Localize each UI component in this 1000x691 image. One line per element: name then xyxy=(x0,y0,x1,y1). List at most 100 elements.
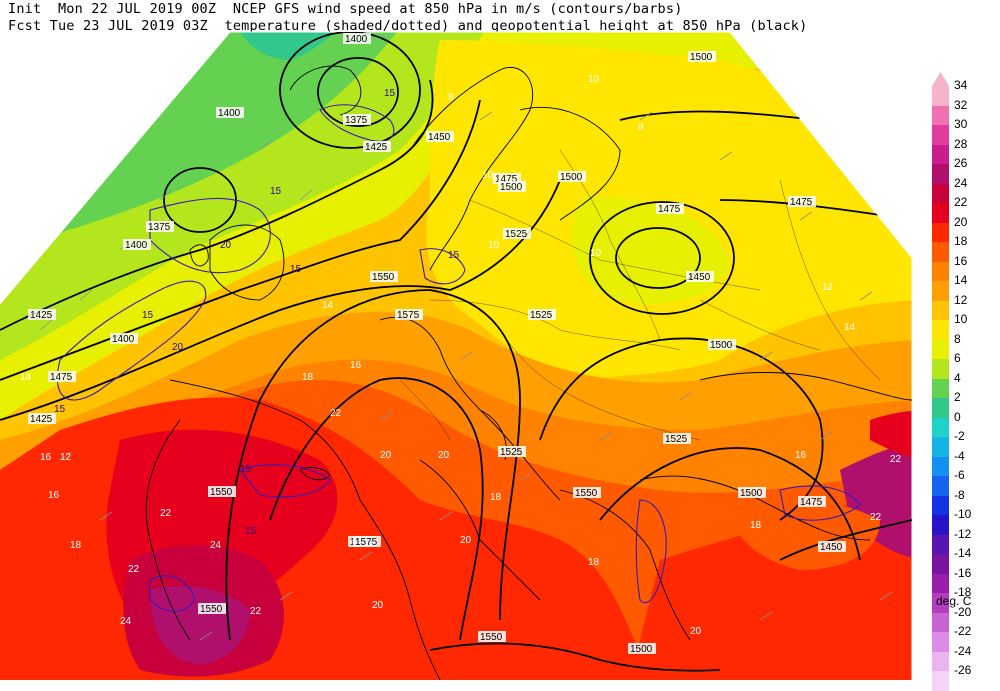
colorbar-label: 10 xyxy=(954,312,968,326)
colorbar-level: -18 xyxy=(932,585,992,613)
height-contour-label: 1500 xyxy=(710,340,733,351)
height-label-bg xyxy=(573,487,601,498)
temperature-label: 20 xyxy=(690,626,702,637)
temperature-label: 10 xyxy=(588,74,600,85)
colorbar-swatch xyxy=(932,242,949,262)
height-contour-label: 1500 xyxy=(500,182,523,193)
colorbar-level: 4 xyxy=(932,371,992,398)
temperature-label: 16 xyxy=(48,490,60,501)
temperature-label: 20 xyxy=(460,535,472,546)
height-label-bg xyxy=(48,371,76,382)
temperature-label: 20 xyxy=(380,450,392,461)
height-label-bg xyxy=(343,114,371,125)
height-contour-label: 1400 xyxy=(125,240,148,251)
colorbar-label: 4 xyxy=(954,370,961,385)
colorbar-level: -14 xyxy=(932,546,992,574)
colorbar-level: -6 xyxy=(932,468,992,496)
height-contour-label: 1525 xyxy=(500,447,523,458)
height-contour-label: 1475 xyxy=(658,204,681,215)
colorbar-swatch xyxy=(932,534,949,554)
colorbar-label: 18 xyxy=(954,234,968,248)
temperature-shading xyxy=(0,32,912,680)
wind-speed-label: 15 xyxy=(54,404,66,415)
colorbar-swatch xyxy=(932,86,949,106)
wind-speed-label: 15 xyxy=(270,186,282,197)
colorbar-level: 30 xyxy=(932,117,992,145)
temperature-label: 22 xyxy=(160,508,172,519)
temperature-label: 22 xyxy=(330,408,342,419)
colorbar-label: -6 xyxy=(954,468,965,482)
header-init-line: Init Mon 22 JUL 2019 00Z NCEP GFS wind s… xyxy=(8,1,683,17)
height-label-bg xyxy=(478,631,506,642)
temperature-label: 10 xyxy=(488,240,500,251)
colorbar-swatch xyxy=(932,593,949,613)
temperature-labels: 8 10 8 10 10 10 12 14 14 16 18 20 22 20 22 22 24 22 20 18 20… xyxy=(20,74,902,637)
colorbar-level: 24 xyxy=(932,176,992,203)
colorbar-label: -10 xyxy=(954,507,972,521)
colorbar-label: -16 xyxy=(954,565,972,580)
colorbar-level: -22 xyxy=(932,624,992,652)
height-contour-label: 1400 xyxy=(218,108,241,119)
height-contour-label: 1400 xyxy=(112,334,135,345)
temperature-label: 12 xyxy=(60,452,72,463)
height-contour-label: 1550 xyxy=(210,487,233,498)
colorbar-swatch xyxy=(932,320,949,340)
colorbar-level: 12 xyxy=(932,293,992,320)
colorbar-level: -4 xyxy=(932,449,992,476)
temperature-label: 14 xyxy=(322,300,334,311)
colorbar-label: 22 xyxy=(954,195,968,209)
colorbar-level: 18 xyxy=(932,234,992,262)
colorbar-level: 10 xyxy=(932,312,992,340)
height-contour-label: 1525 xyxy=(505,229,528,240)
colorbar-swatch xyxy=(932,456,949,476)
temperature-label: 12 xyxy=(822,282,834,293)
temperature-label: 22 xyxy=(128,564,140,575)
temperature-label: 16 xyxy=(40,452,52,463)
height-label-bg xyxy=(426,131,454,142)
colorbar-swatch xyxy=(932,554,949,574)
temperature-label: 16 xyxy=(350,360,362,371)
height-label-bg xyxy=(395,309,423,320)
height-contour-label: 1525 xyxy=(665,434,688,445)
colorbar-level: 32 xyxy=(932,98,992,125)
temperature-label: 22 xyxy=(250,606,262,617)
coastlines xyxy=(145,65,912,680)
colorbar-level: 34 xyxy=(932,78,992,106)
height-contour-label: 1375 xyxy=(345,115,368,126)
colorbar-level: 26 xyxy=(932,156,992,184)
colorbar-label: -14 xyxy=(954,546,972,560)
colorbar-level: -16 xyxy=(932,566,992,593)
wind-speed-label: 15 xyxy=(384,88,396,99)
height-label-bg xyxy=(498,181,526,192)
colorbar-level: -12 xyxy=(932,527,992,554)
colorbar-label: -4 xyxy=(954,448,965,463)
temperature-label: 18 xyxy=(302,372,314,383)
colorbar-level: 0 xyxy=(932,410,992,437)
colorbar-level: 2 xyxy=(932,390,992,418)
colorbar-swatch xyxy=(932,495,949,515)
height-contour-label: 1550 xyxy=(480,632,503,643)
colorbar-level: 6 xyxy=(932,351,992,379)
height-label-bg xyxy=(686,271,714,282)
header-forecast-line: Fcst Tue 23 JUL 2019 03Z temperature (sh… xyxy=(8,18,808,34)
temperature-label: 20 xyxy=(438,450,450,461)
height-contour-label: 1500 xyxy=(740,488,763,499)
height-label-bg xyxy=(493,173,521,184)
height-contour-label: 1450 xyxy=(820,542,843,553)
height-contour-label: 1475 xyxy=(790,197,813,208)
wind-speed-label: 20 xyxy=(220,240,232,251)
colorbar-swatch xyxy=(932,300,949,320)
temperature-label: 8 xyxy=(448,92,454,103)
colorbar-swatch xyxy=(932,437,949,457)
height-label-bg xyxy=(146,221,174,232)
height-contour-label: 1475 xyxy=(50,372,73,383)
colorbar-units: deg. C xyxy=(936,594,972,608)
wind-speed-label: 15 xyxy=(245,526,257,537)
height-contour-label: 1425 xyxy=(30,310,53,321)
height-contour-label: 1400 xyxy=(345,34,368,45)
height-label-bg xyxy=(343,33,371,44)
height-contour-label: 1550 xyxy=(372,272,395,283)
height-label-bg xyxy=(370,271,398,282)
colorbar-label: 24 xyxy=(954,175,968,190)
